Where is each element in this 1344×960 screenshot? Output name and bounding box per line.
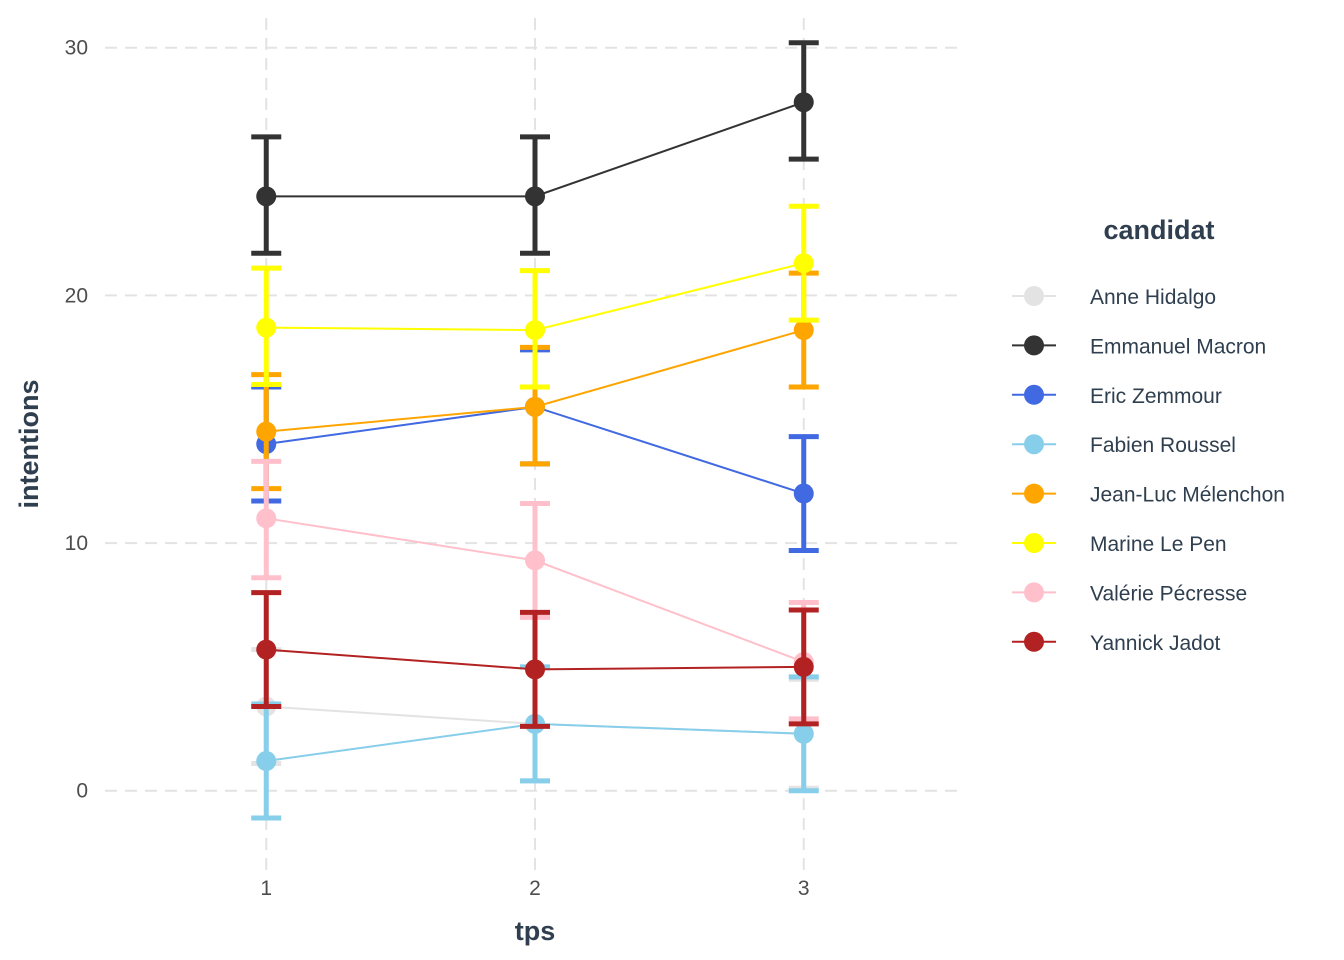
data-point <box>793 656 814 677</box>
legend-label: Fabien Roussel <box>1090 434 1236 457</box>
axes: 0 10 20 30 1 2 3 <box>65 37 810 900</box>
y-axis-title: intentions <box>14 380 44 509</box>
legend-item: Marine Le Pen <box>1012 533 1227 556</box>
data-point <box>525 659 545 680</box>
legend-key-marker <box>1024 335 1044 356</box>
data-point <box>256 751 277 772</box>
legend-key-marker <box>1024 582 1044 603</box>
data-point <box>525 396 545 417</box>
legend-label: Jean-Luc Mélenchon <box>1090 484 1285 507</box>
data-point <box>793 320 814 341</box>
data-point <box>256 508 277 529</box>
legend-item: Fabien Roussel <box>1012 434 1236 457</box>
legend-key-marker <box>1024 434 1044 455</box>
data-point <box>793 253 814 274</box>
y-tick-label: 10 <box>65 532 88 555</box>
y-tick-label: 20 <box>65 284 88 307</box>
legend-key-marker <box>1024 483 1044 504</box>
legend-item: Eric Zemmour <box>1012 384 1222 408</box>
legend-label: Emmanuel Macron <box>1090 335 1266 358</box>
data-point <box>793 483 814 504</box>
legend-item: Yannick Jadot <box>1012 631 1221 655</box>
legend-item: Anne Hidalgo <box>1012 286 1216 309</box>
legend-key-marker <box>1024 384 1044 405</box>
y-tick-label: 30 <box>65 37 88 60</box>
data-point <box>256 317 277 338</box>
legend-item: Valérie Pécresse <box>1012 582 1247 605</box>
x-tick-label: 3 <box>798 877 810 900</box>
legend-item: Jean-Luc Mélenchon <box>1012 483 1285 507</box>
legend-label: Marine Le Pen <box>1090 533 1227 556</box>
legend: candidat Anne Hidalgo Emmanuel Macron Eric… <box>1012 215 1285 655</box>
legend-key-marker <box>1024 533 1044 553</box>
data-point <box>793 92 814 113</box>
data-point <box>525 550 545 571</box>
legend-label: Anne Hidalgo <box>1090 286 1216 309</box>
data-point <box>256 639 277 660</box>
data-point <box>525 320 545 341</box>
data-point <box>525 186 545 207</box>
data-point <box>256 421 277 442</box>
plot-area <box>251 40 819 821</box>
y-tick-label: 0 <box>76 780 88 803</box>
legend-label: Eric Zemmour <box>1090 385 1222 408</box>
series <box>251 590 819 729</box>
x-tick-label: 2 <box>529 877 541 900</box>
legend-key-marker <box>1024 286 1044 306</box>
legend-item: Emmanuel Macron <box>1012 335 1266 358</box>
data-point <box>793 723 814 744</box>
legend-title: candidat <box>1103 215 1214 245</box>
data-point <box>256 186 277 207</box>
legend-key-marker <box>1024 631 1044 652</box>
series <box>251 40 819 256</box>
legend-label: Valérie Pécresse <box>1090 582 1247 605</box>
x-axis-title: tps <box>515 916 556 946</box>
x-tick-label: 1 <box>260 877 272 900</box>
series <box>251 203 819 390</box>
legend-label: Yannick Jadot <box>1090 632 1221 655</box>
